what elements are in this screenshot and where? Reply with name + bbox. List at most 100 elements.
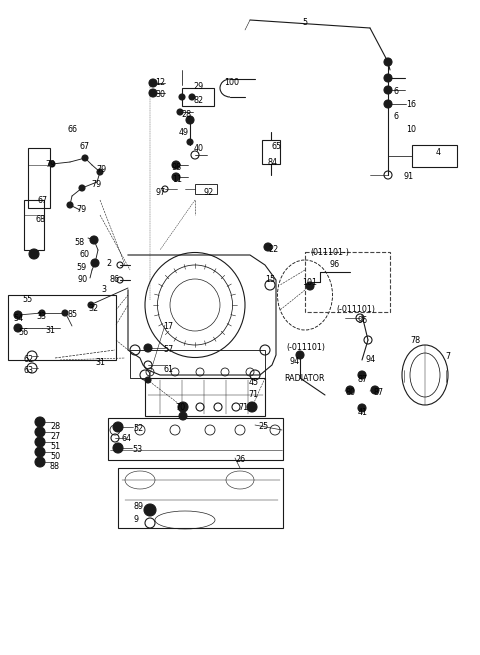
Text: 68: 68 (36, 215, 46, 224)
Text: 71: 71 (248, 390, 258, 399)
Text: 64: 64 (122, 434, 132, 443)
Circle shape (149, 79, 157, 87)
Circle shape (384, 58, 392, 66)
Text: 79: 79 (76, 205, 86, 214)
Text: 4: 4 (436, 148, 441, 157)
Text: 16: 16 (406, 100, 416, 109)
Text: 52: 52 (133, 424, 143, 433)
Text: 78: 78 (410, 336, 420, 345)
Text: 79: 79 (96, 165, 106, 174)
Circle shape (179, 412, 187, 420)
Circle shape (145, 377, 151, 383)
Text: RADIATOR: RADIATOR (284, 374, 324, 383)
Circle shape (384, 86, 392, 94)
Circle shape (144, 344, 152, 352)
Text: 56: 56 (18, 328, 28, 337)
Circle shape (79, 185, 85, 191)
Circle shape (39, 310, 45, 316)
Text: 58: 58 (74, 238, 84, 247)
Text: 45: 45 (249, 378, 259, 387)
Bar (24, 200, 44, 250)
Circle shape (306, 282, 314, 290)
Circle shape (264, 243, 272, 251)
Text: 96: 96 (358, 316, 368, 325)
Circle shape (113, 422, 123, 432)
Text: 15: 15 (265, 275, 275, 284)
Text: 61: 61 (163, 365, 173, 374)
Text: 84: 84 (268, 158, 278, 167)
Text: 67: 67 (80, 142, 90, 151)
Text: 5: 5 (302, 18, 307, 27)
Circle shape (113, 443, 123, 453)
Text: 2: 2 (106, 259, 111, 268)
Text: 90: 90 (78, 275, 88, 284)
Text: 91: 91 (404, 172, 414, 181)
Text: (-011101): (-011101) (286, 343, 325, 352)
Text: 94: 94 (290, 357, 300, 366)
Text: 54: 54 (13, 314, 23, 323)
Circle shape (62, 310, 68, 316)
Circle shape (384, 74, 392, 82)
Text: 33: 33 (36, 312, 46, 321)
Text: 6: 6 (393, 87, 398, 96)
Text: 7: 7 (445, 352, 450, 361)
Circle shape (88, 302, 94, 308)
Circle shape (172, 173, 180, 181)
Circle shape (29, 249, 39, 259)
Circle shape (247, 402, 257, 412)
Text: (011101-): (011101-) (310, 248, 349, 257)
Text: 60: 60 (80, 250, 90, 259)
Circle shape (149, 89, 157, 97)
Circle shape (14, 311, 22, 319)
Text: 71: 71 (238, 403, 248, 412)
Text: 41: 41 (358, 408, 368, 417)
Circle shape (14, 324, 22, 332)
Text: 63: 63 (24, 366, 34, 375)
Text: 53: 53 (132, 445, 142, 454)
Text: 28: 28 (181, 110, 191, 119)
Circle shape (177, 109, 183, 115)
Text: 100: 100 (224, 78, 239, 87)
Text: 79: 79 (45, 160, 55, 169)
Text: 6: 6 (393, 112, 398, 121)
Text: 97: 97 (156, 188, 166, 197)
Circle shape (358, 404, 366, 412)
Text: 96: 96 (330, 260, 340, 269)
Text: 32: 32 (88, 304, 98, 313)
Circle shape (35, 427, 45, 437)
Text: 92: 92 (204, 188, 214, 197)
Circle shape (179, 94, 185, 100)
Text: 87: 87 (374, 388, 384, 397)
Text: 66: 66 (68, 125, 78, 134)
Text: 40: 40 (194, 144, 204, 153)
Text: 67: 67 (38, 196, 48, 205)
Text: 11: 11 (172, 175, 182, 184)
Circle shape (49, 161, 55, 167)
Text: 3: 3 (101, 285, 106, 294)
Text: 30: 30 (155, 90, 165, 99)
Circle shape (90, 236, 98, 244)
Text: 29: 29 (193, 82, 203, 91)
Circle shape (91, 259, 99, 267)
Text: 49: 49 (179, 128, 189, 137)
Circle shape (67, 202, 73, 208)
Bar (130, 350, 265, 378)
Text: 25: 25 (258, 422, 268, 431)
Text: 51: 51 (50, 442, 60, 451)
Text: 10: 10 (406, 125, 416, 134)
Circle shape (35, 457, 45, 467)
Text: 80: 80 (346, 388, 356, 397)
Text: 89: 89 (133, 502, 143, 511)
Text: 79: 79 (91, 180, 101, 189)
Bar (145, 378, 265, 416)
Circle shape (384, 100, 392, 108)
Text: 59: 59 (76, 263, 86, 272)
Text: 88: 88 (50, 462, 60, 471)
Circle shape (371, 386, 379, 394)
Circle shape (296, 351, 304, 359)
Bar (262, 140, 280, 164)
Circle shape (358, 371, 366, 379)
Text: 31: 31 (45, 326, 55, 335)
Text: 94: 94 (366, 355, 376, 364)
Text: 62: 62 (24, 355, 34, 364)
